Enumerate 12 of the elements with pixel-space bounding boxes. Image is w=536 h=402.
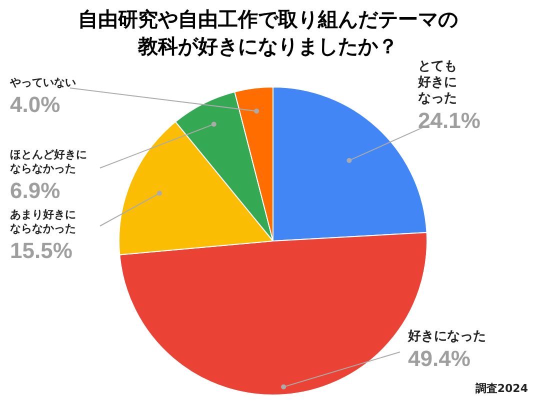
data-label: 49.4%: [408, 346, 470, 371]
slice-label: 好きになった: [407, 329, 486, 344]
chart-title: 自由研究や自由工作で取り組んだテーマの教科が好きになりましたか？: [77, 6, 459, 60]
data-label: 6.9%: [10, 178, 60, 203]
text: 調査2024: [475, 381, 528, 396]
slice-label: ほとんど好きにならなかった: [10, 148, 87, 175]
data-label: 4.0%: [10, 92, 60, 117]
data-label: 24.1%: [418, 108, 480, 133]
slice-label: とても好きになった: [417, 59, 457, 106]
data-label: 15.5%: [10, 238, 72, 263]
slice-label: あまり好きにならなかった: [10, 208, 76, 235]
slice-label: やっていない: [9, 76, 76, 89]
